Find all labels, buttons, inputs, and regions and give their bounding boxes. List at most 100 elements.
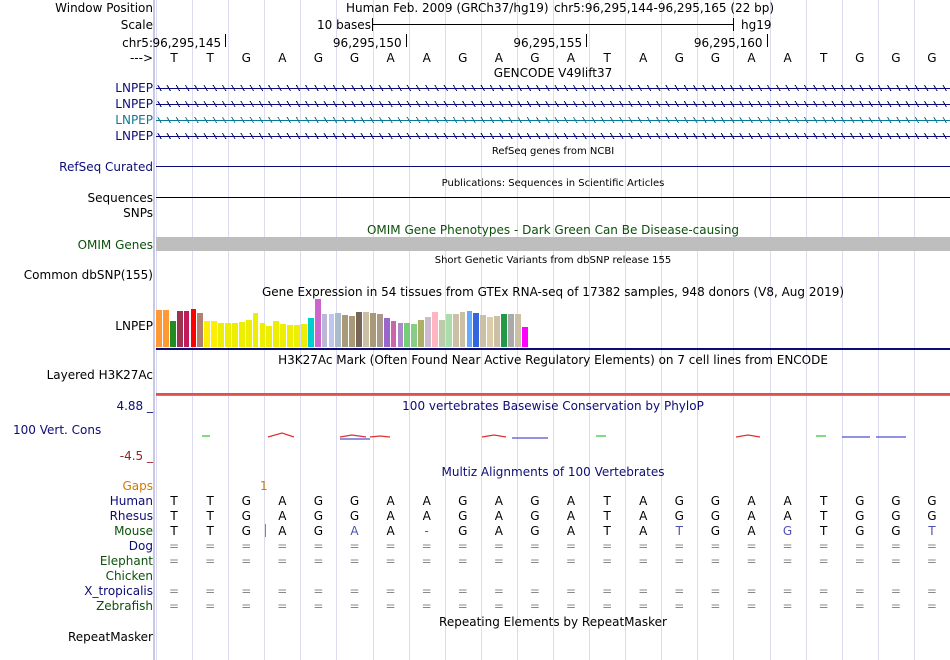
- gtex-tissue-bar[interactable]: [287, 324, 293, 347]
- gtex-tissue-bar[interactable]: [211, 320, 218, 347]
- gtex-tissue-bar[interactable]: [176, 310, 183, 347]
- gtex-tissue-bar[interactable]: [480, 315, 487, 347]
- publications-track-label[interactable]: Sequences: [87, 191, 153, 205]
- gtex-tissue-bar[interactable]: [307, 318, 314, 347]
- gtex-tissue-bar[interactable]: [452, 314, 459, 347]
- gtex-tissue-bar[interactable]: [404, 323, 411, 347]
- coordinate-tick: [405, 34, 407, 47]
- alignment-base: A: [386, 494, 395, 508]
- gtex-tissue-bar[interactable]: [231, 323, 238, 347]
- gtex-tissue-bar[interactable]: [266, 325, 273, 347]
- gtex-tissue-bar[interactable]: [197, 313, 204, 347]
- gtex-tissue-bar[interactable]: [218, 323, 224, 347]
- alignment-base: A: [639, 524, 648, 538]
- gtex-tissue-bar[interactable]: [156, 309, 162, 347]
- gtex-bar-chart[interactable]: [156, 299, 556, 347]
- gtex-track-label[interactable]: LNPEP: [115, 319, 153, 333]
- phylop-peak: [339, 434, 367, 438]
- gtex-tissue-bar[interactable]: [438, 320, 445, 347]
- snps-track-label[interactable]: SNPs: [123, 206, 153, 220]
- grid-line: [589, 0, 591, 660]
- gtex-tissue-bar[interactable]: [183, 311, 190, 347]
- repeatmasker-track-label[interactable]: RepeatMasker: [67, 630, 153, 644]
- alignment-base: A: [783, 494, 792, 508]
- species-label[interactable]: Human: [109, 494, 153, 508]
- gtex-tissue-bar[interactable]: [363, 312, 369, 347]
- gencode-transcript-feature[interactable]: [156, 117, 950, 123]
- species-label[interactable]: X_tropicalis: [84, 584, 153, 598]
- alignment-base: =: [529, 554, 540, 568]
- species-label[interactable]: Zebrafish: [96, 599, 153, 613]
- omim-track-label[interactable]: OMIM Genes: [77, 238, 153, 252]
- species-label[interactable]: Rhesus: [109, 509, 153, 523]
- alignment-base: =: [674, 554, 685, 568]
- grid-line: [661, 0, 663, 660]
- gencode-transcript-feature[interactable]: [156, 101, 950, 107]
- alignment-base: A: [566, 494, 576, 508]
- gtex-tissue-bar[interactable]: [259, 323, 266, 347]
- gtex-tissue-bar[interactable]: [314, 299, 321, 347]
- gtex-tissue-bar[interactable]: [328, 314, 335, 347]
- gtex-tissue-bar[interactable]: [204, 320, 211, 347]
- gtex-tissue-bar[interactable]: [369, 313, 376, 347]
- gencode-transcript-feature[interactable]: [156, 85, 950, 91]
- alignment-base: -: [424, 524, 429, 538]
- publications-feature[interactable]: [156, 197, 950, 198]
- gtex-tissue-bar[interactable]: [280, 323, 287, 347]
- species-label[interactable]: Elephant: [99, 554, 153, 568]
- species-label[interactable]: Mouse: [114, 524, 153, 538]
- gencode-transcript-label[interactable]: LNPEP: [115, 129, 153, 143]
- gtex-tissue-bar[interactable]: [411, 323, 418, 347]
- refseq-track-label[interactable]: RefSeq Curated: [59, 160, 153, 174]
- gtex-tissue-bar[interactable]: [418, 320, 425, 347]
- gencode-transcript-label[interactable]: LNPEP: [115, 97, 153, 111]
- gtex-tissue-bar[interactable]: [507, 314, 514, 347]
- gtex-tissue-bar[interactable]: [445, 314, 452, 347]
- gtex-tissue-bar[interactable]: [494, 316, 500, 347]
- gtex-tissue-bar[interactable]: [273, 321, 280, 347]
- gtex-tissue-bar[interactable]: [238, 322, 245, 347]
- gtex-tissue-bar[interactable]: [473, 313, 480, 347]
- gtex-tissue-bar[interactable]: [342, 315, 349, 347]
- species-label[interactable]: Dog: [128, 539, 153, 553]
- gtex-tissue-bar[interactable]: [376, 314, 383, 347]
- alignment-base: T: [170, 524, 178, 538]
- gtex-tissue-bar[interactable]: [335, 313, 342, 347]
- gencode-transcript-label[interactable]: LNPEP: [115, 81, 153, 95]
- gtex-tissue-bar[interactable]: [397, 323, 404, 347]
- gtex-tissue-bar[interactable]: [383, 318, 390, 347]
- alignment-base: =: [782, 584, 793, 598]
- gtex-tissue-bar[interactable]: [162, 309, 169, 347]
- alignment-base: G: [674, 509, 684, 523]
- gtex-tissue-bar[interactable]: [432, 312, 438, 347]
- gencode-transcript-label[interactable]: LNPEP: [115, 113, 153, 127]
- gtex-tissue-bar[interactable]: [501, 314, 507, 347]
- gtex-tissue-bar[interactable]: [487, 317, 494, 347]
- refseq-feature[interactable]: [156, 166, 950, 167]
- gtex-tissue-bar[interactable]: [169, 320, 176, 347]
- gtex-tissue-bar[interactable]: [466, 311, 473, 347]
- gtex-tissue-bar[interactable]: [252, 313, 259, 347]
- gtex-tissue-bar[interactable]: [190, 308, 197, 347]
- gtex-tissue-bar[interactable]: [390, 320, 397, 347]
- species-label[interactable]: Chicken: [105, 569, 153, 583]
- gtex-tissue-bar[interactable]: [459, 312, 466, 347]
- gtex-tissue-bar[interactable]: [300, 323, 307, 347]
- gtex-tissue-bar[interactable]: [321, 314, 328, 347]
- gtex-tissue-bar[interactable]: [356, 312, 362, 347]
- gtex-tissue-bar[interactable]: [349, 316, 356, 347]
- dbsnp-track-label[interactable]: Common dbSNP(155): [23, 268, 153, 282]
- gtex-tissue-bar[interactable]: [514, 314, 521, 347]
- gtex-tissue-bar[interactable]: [294, 324, 300, 347]
- gtex-tissue-bar[interactable]: [245, 320, 252, 347]
- gtex-tissue-bar[interactable]: [425, 317, 431, 347]
- gtex-tissue-bar[interactable]: [225, 323, 231, 347]
- gencode-transcript-feature[interactable]: [156, 133, 950, 139]
- h3k27ac-signal-red: [156, 393, 950, 395]
- omim-feature[interactable]: [156, 237, 950, 251]
- h3k27ac-track-label[interactable]: Layered H3K27Ac: [46, 368, 153, 382]
- alignment-base: =: [385, 554, 396, 568]
- phylop-track-label[interactable]: 100 Vert. Cons: [13, 423, 102, 437]
- gtex-tissue-bar[interactable]: [521, 326, 528, 347]
